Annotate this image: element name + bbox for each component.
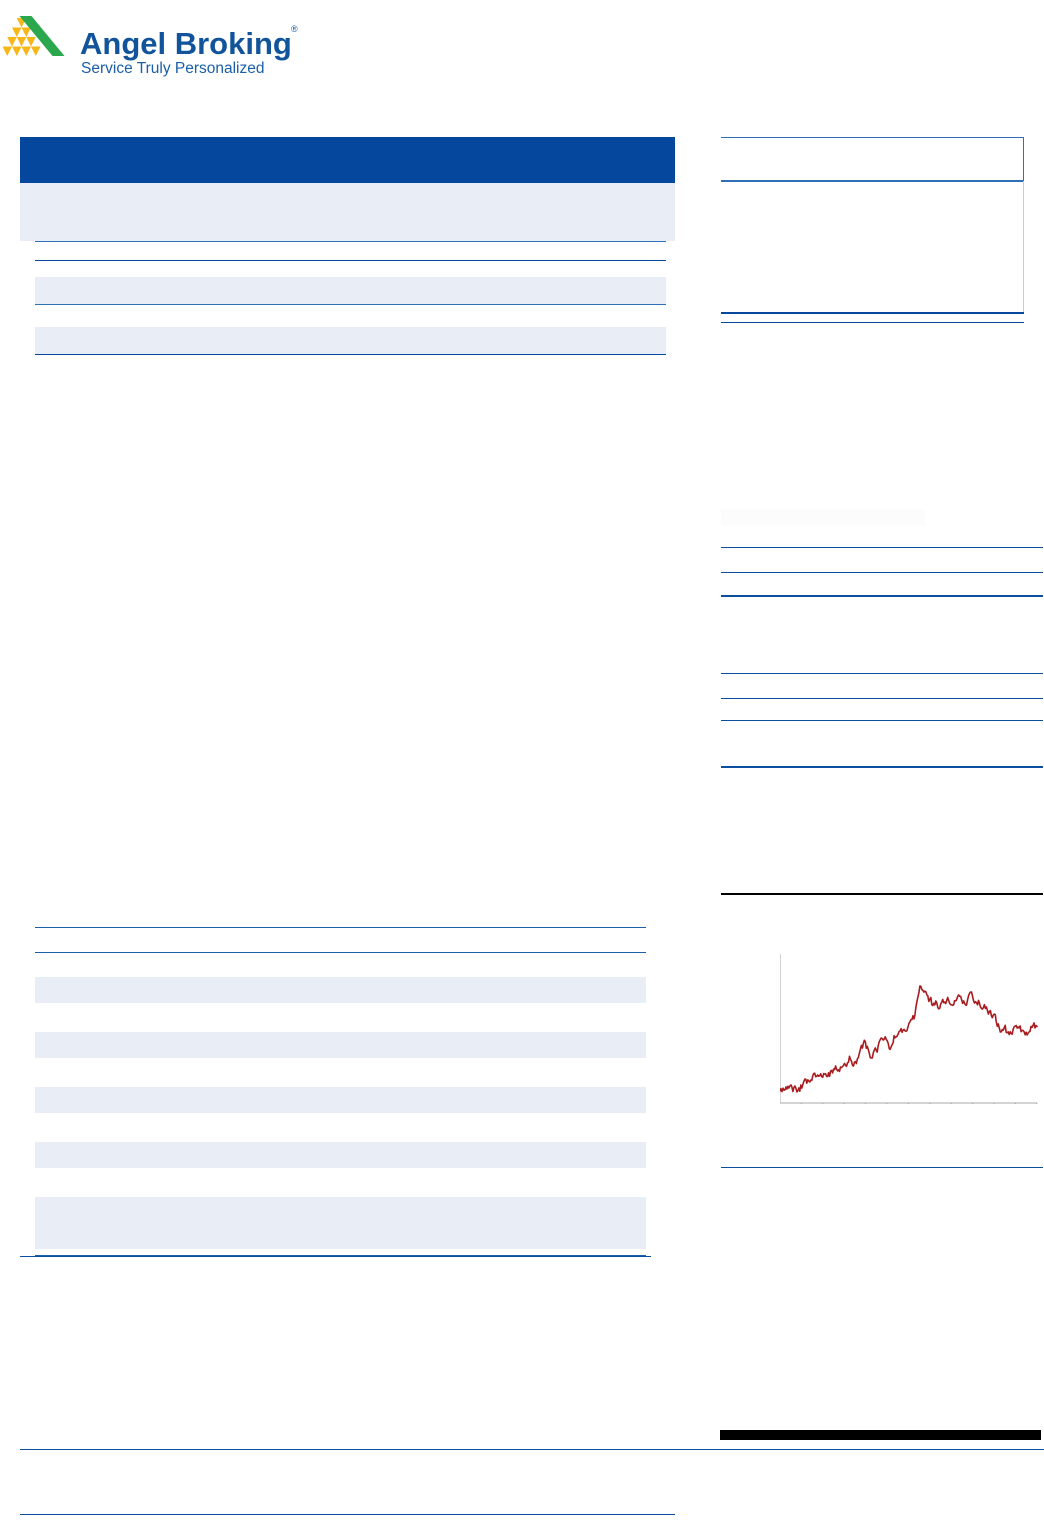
svg-text:Service Truly Personalized: Service Truly Personalized	[81, 60, 265, 77]
svg-text:Angel Broking: Angel Broking	[80, 26, 292, 61]
svg-text:®: ®	[291, 24, 298, 34]
